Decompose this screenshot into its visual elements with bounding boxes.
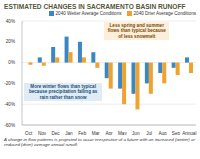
svg-text:Aug: Aug — [158, 131, 167, 135]
svg-text:-40%: -40% — [8, 102, 15, 107]
svg-text:Jul: Jul — [146, 131, 152, 135]
svg-text:Dec: Dec — [51, 131, 60, 135]
svg-text:Jun: Jun — [132, 131, 140, 135]
svg-text:Annual: Annual — [182, 131, 192, 135]
svg-text:-20%: -20% — [8, 81, 15, 86]
svg-text:0%: 0% — [8, 60, 15, 65]
html-text:A change in flow patterns is p: A change in flow patterns is projected t… — [4, 137, 195, 148]
svg-text:40%: 40% — [8, 19, 15, 24]
html-text:2040 Drier Average Conditions: 2040 Drier Average Conditions — [133, 11, 196, 16]
html-text:2040 Wetter Average Conditions: 2040 Wetter Average Conditions — [55, 11, 122, 16]
svg-text:Sep: Sep — [172, 131, 181, 135]
svg-text:Apr: Apr — [105, 131, 113, 135]
html-text:ESTIMATED CHANGES IN SACRAMENT: ESTIMATED CHANGES IN SACRAMENTO BASIN RU… — [4, 3, 186, 10]
svg-text:Mar: Mar — [92, 131, 100, 135]
svg-text:May: May — [118, 131, 127, 135]
html-text:Less spring and summer flows t: Less spring and summer flows than typica… — [107, 23, 166, 39]
html-text:More winter flows than typical: More winter flows than typical because p… — [28, 84, 98, 100]
svg-text:20%: 20% — [8, 39, 15, 44]
svg-text:Feb: Feb — [78, 131, 86, 135]
svg-text:Nov: Nov — [38, 131, 47, 135]
svg-text:Jan: Jan — [65, 131, 73, 135]
svg-text:Oct: Oct — [25, 131, 33, 135]
svg-text:-60%: -60% — [8, 123, 15, 128]
